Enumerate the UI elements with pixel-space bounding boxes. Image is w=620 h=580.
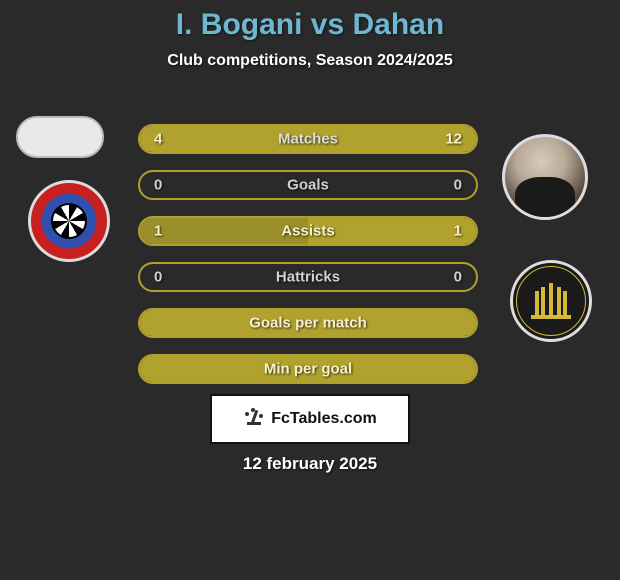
source-text: FcTables.com — [271, 410, 377, 428]
stat-bar: Min per goal — [138, 354, 478, 384]
fctables-icon — [243, 408, 265, 430]
stat-label: Goals — [140, 177, 476, 194]
dot-icon — [259, 414, 263, 418]
club-left-logo — [28, 180, 110, 262]
stat-bar: Goals per match — [138, 308, 478, 338]
stat-right-value: 12 — [445, 131, 462, 148]
date-text: 12 february 2025 — [0, 454, 620, 474]
stat-right-value: 0 — [454, 177, 462, 194]
stat-bar: 1 Assists 1 — [138, 216, 478, 246]
player-left-avatar — [16, 116, 104, 158]
stat-label: Assists — [140, 223, 476, 240]
stat-label: Hattricks — [140, 269, 476, 286]
page-title: I. Bogani vs Dahan — [0, 8, 620, 42]
stat-right-value: 0 — [454, 269, 462, 286]
player-right-avatar — [502, 134, 588, 220]
stat-bar: 0 Hattricks 0 — [138, 262, 478, 292]
stat-bar: 4 Matches 12 — [138, 124, 478, 154]
page-subtitle: Club competitions, Season 2024/2025 — [0, 52, 620, 70]
source-badge[interactable]: FcTables.com — [210, 394, 410, 444]
stat-right-value: 1 — [454, 223, 462, 240]
club-right-logo — [510, 260, 592, 342]
dot-icon — [251, 408, 255, 412]
dot-icon — [245, 412, 249, 416]
stats-bars: 4 Matches 12 0 Goals 0 1 Assists 1 0 Hat… — [138, 124, 478, 400]
infographic-root: I. Bogani vs Dahan Club competitions, Se… — [0, 0, 620, 580]
stat-label: Matches — [140, 131, 476, 148]
stat-label: Min per goal — [140, 361, 476, 378]
stat-label: Goals per match — [140, 315, 476, 332]
stat-bar: 0 Goals 0 — [138, 170, 478, 200]
